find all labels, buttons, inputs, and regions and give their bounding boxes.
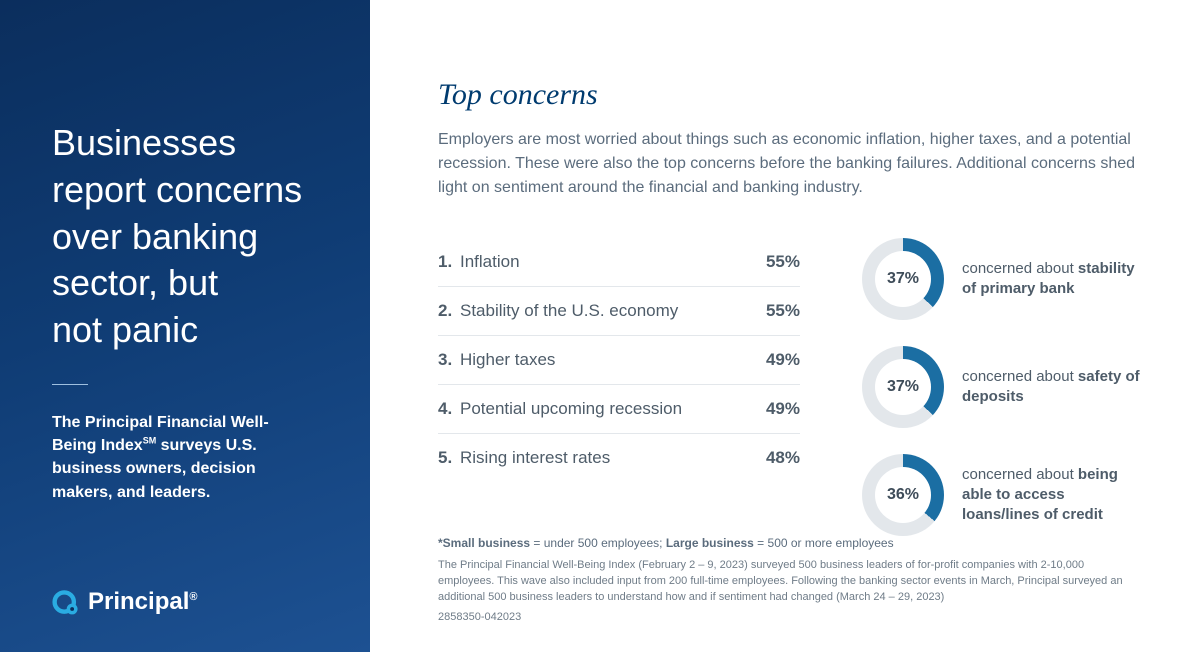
donut-caption-pre: concerned about — [962, 466, 1078, 483]
intro-text: Employers are most worried about things … — [438, 128, 1140, 200]
small-biz-term: *Small business — [438, 536, 530, 550]
small-biz-def: = under 500 employees; — [530, 536, 666, 550]
donut-percent-label: 37% — [875, 359, 931, 415]
concern-rank: 1. — [438, 252, 460, 272]
section-title: Top concerns — [438, 78, 1140, 112]
brand-logo: Principal® — [52, 588, 197, 616]
concern-row: 3.Higher taxes49% — [438, 336, 800, 385]
concern-label: Higher taxes — [460, 350, 766, 370]
concern-value: 55% — [766, 301, 800, 321]
content-row: 1.Inflation55%2.Stability of the U.S. ec… — [438, 238, 1140, 562]
donut-item: 37% concerned about stability of primary … — [862, 238, 1140, 320]
concern-label: Rising interest rates — [460, 448, 766, 468]
main-content: Top concerns Employers are most worried … — [370, 0, 1200, 652]
page-root: Businesses report concerns over banking … — [0, 0, 1200, 652]
donut-column: 37% concerned about stability of primary … — [862, 238, 1140, 562]
donut-caption-pre: concerned about — [962, 368, 1078, 385]
concern-rank: 5. — [438, 448, 460, 468]
donut-caption-pre: concerned about — [962, 260, 1078, 277]
concern-value: 55% — [766, 252, 800, 272]
footer: *Small business = under 500 employees; L… — [438, 535, 1140, 626]
brand-name-text: Principal — [88, 588, 189, 615]
donut-caption: concerned about being able to access loa… — [962, 465, 1140, 526]
concern-value: 48% — [766, 448, 800, 468]
concern-row: 1.Inflation55% — [438, 238, 800, 287]
large-biz-def: = 500 or more employees — [754, 536, 894, 550]
sidebar: Businesses report concerns over banking … — [0, 0, 370, 652]
concern-label: Inflation — [460, 252, 766, 272]
footer-note: The Principal Financial Well-Being Index… — [438, 558, 1140, 606]
sidebar-subtitle: The Principal Financial Well-Being Index… — [52, 411, 312, 504]
concern-rank: 4. — [438, 399, 460, 419]
donut-chart: 37% — [862, 238, 944, 320]
donut-percent-label: 36% — [875, 467, 931, 523]
brand-name: Principal® — [88, 588, 197, 616]
concern-row: 4.Potential upcoming recession49% — [438, 385, 800, 434]
sm-mark: SM — [143, 436, 157, 446]
sidebar-divider — [52, 384, 88, 385]
footer-definitions: *Small business = under 500 employees; L… — [438, 535, 1140, 552]
donut-caption: concerned about stability of primary ban… — [962, 259, 1140, 300]
donut-chart: 36% — [862, 454, 944, 536]
donut-item: 36% concerned about being able to access … — [862, 454, 1140, 536]
concern-row: 2.Stability of the U.S. economy55% — [438, 287, 800, 336]
footer-code: 2858350-042023 — [438, 610, 1140, 626]
principal-logomark-icon — [52, 588, 80, 616]
large-biz-term: Large business — [666, 536, 754, 550]
donut-chart: 37% — [862, 346, 944, 428]
concern-label: Potential upcoming recession — [460, 399, 766, 419]
concern-rank: 2. — [438, 301, 460, 321]
registered-mark: ® — [189, 591, 197, 603]
concern-value: 49% — [766, 350, 800, 370]
concerns-list: 1.Inflation55%2.Stability of the U.S. ec… — [438, 238, 800, 562]
concern-rank: 3. — [438, 350, 460, 370]
concern-label: Stability of the U.S. economy — [460, 301, 766, 321]
concern-value: 49% — [766, 399, 800, 419]
donut-item: 37% concerned about safety of deposits — [862, 346, 1140, 428]
donut-caption: concerned about safety of deposits — [962, 367, 1140, 408]
sidebar-title: Businesses report concerns over banking … — [52, 120, 322, 354]
donut-percent-label: 37% — [875, 251, 931, 307]
concern-row: 5.Rising interest rates48% — [438, 434, 800, 482]
